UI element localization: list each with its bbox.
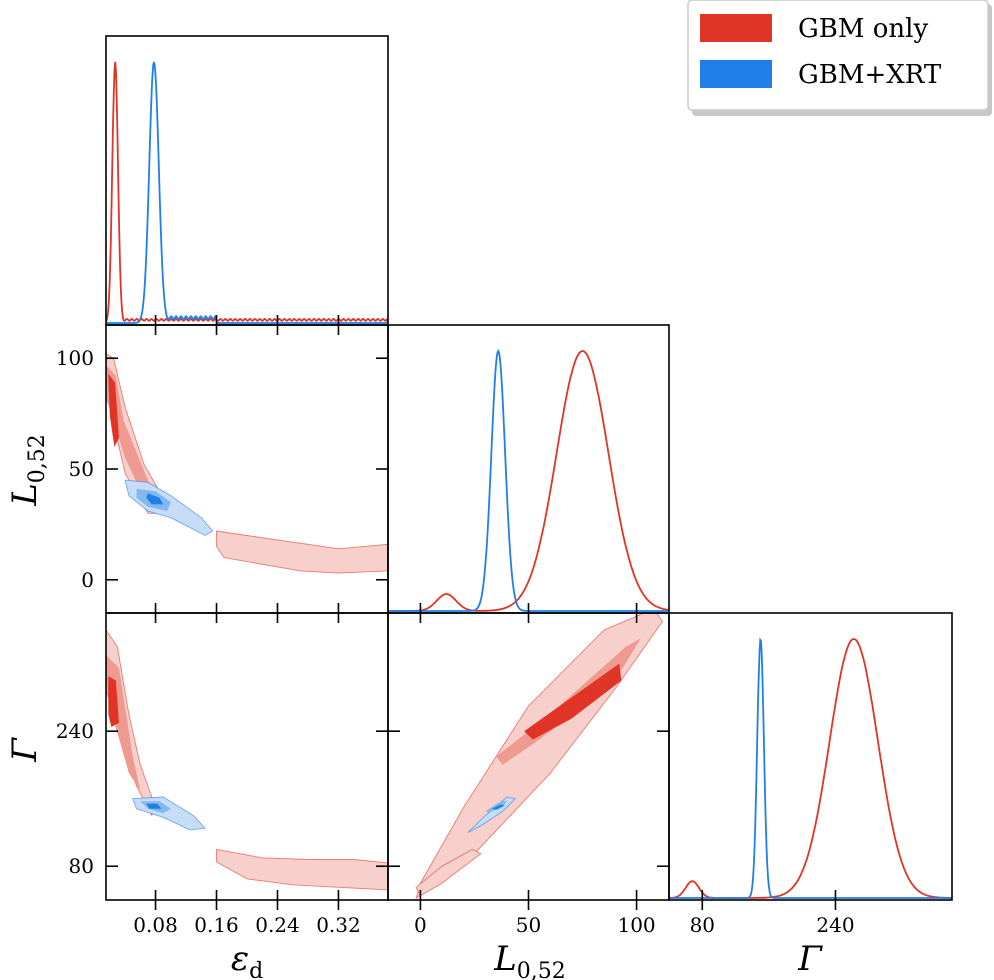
marginal-eps — [106, 61, 388, 324]
contour-panel-G-vs-eps — [106, 629, 388, 891]
contour-gbm-xrt-level3-0 — [146, 803, 162, 809]
marginal-eps-gbm-xrt — [106, 61, 388, 324]
contour-gbm-only-level3-0 — [524, 663, 622, 740]
xtick-label-L-1: 50 — [516, 913, 541, 937]
ytick-label-G-1: 240 — [56, 719, 94, 743]
contour-gbm-xrt-level2-0 — [485, 800, 507, 813]
legend-label-0: GBM only — [798, 14, 928, 44]
ylabel-G: Γ — [5, 737, 45, 763]
legend: GBM only GBM+XRT — [687, 0, 992, 116]
contour-gbm-xrt-level3-0 — [491, 804, 505, 810]
xtick-label-eps-2: 0.24 — [255, 913, 300, 937]
xlabel-eps: εd — [231, 939, 263, 980]
contour-gbm-xrt-level1-0 — [124, 479, 214, 536]
xlabel-G: Γ — [797, 939, 823, 979]
legend-swatch-0 — [700, 14, 772, 42]
contour-gbm-only-level3-0 — [108, 676, 119, 727]
contour-gbm-only-level3-0 — [108, 373, 119, 447]
ytick-label-L-1: 50 — [69, 457, 94, 481]
marginal-G-gbm-xrt — [669, 637, 952, 899]
contour-gbm-only-level1-1 — [216, 848, 388, 891]
ytick-label-G-0: 80 — [69, 854, 94, 878]
axis-labels: 0.08 0.16 0.24 0.32 0 50 100 80 240 0 50 100 80 240 εd… — [5, 346, 855, 980]
ytick-label-L-0: 0 — [81, 568, 94, 592]
legend-label-1: GBM+XRT — [798, 60, 942, 90]
marginal-eps-gbm-only — [106, 61, 388, 324]
ytick-label-L-2: 100 — [56, 346, 94, 370]
xtick-label-eps-3: 0.32 — [316, 913, 361, 937]
marginal-L-gbm-only — [388, 350, 669, 612]
marginal-L-gbm-xrt — [388, 349, 669, 612]
xtick-label-G-0: 80 — [690, 913, 715, 937]
xtick-label-G-1: 240 — [816, 913, 854, 937]
ylabel-L: L0,52 — [5, 434, 50, 507]
contour-gbm-only-level1-1 — [415, 848, 482, 897]
xtick-label-L-0: 0 — [414, 913, 427, 937]
xtick-label-eps-1: 0.16 — [194, 913, 239, 937]
legend-swatch-1 — [700, 60, 772, 88]
contour-gbm-xrt-level3-0 — [146, 493, 164, 505]
xtick-label-eps-0: 0.08 — [133, 913, 178, 937]
panels — [105, 35, 953, 910]
frame-1-1 — [387, 324, 670, 614]
contour-panel-L-vs-eps — [106, 353, 388, 574]
marginal-G — [669, 637, 952, 899]
xlabel-L: L0,52 — [493, 939, 566, 980]
contour-gbm-only-level1-1 — [216, 530, 388, 574]
xtick-label-L-2: 100 — [617, 913, 655, 937]
marginal-G-gbm-only — [669, 638, 952, 899]
frame-2-2 — [668, 612, 953, 901]
contour-panel-G-vs-L — [415, 613, 663, 899]
contour-gbm-only-level2-0 — [106, 364, 156, 507]
marginal-L — [388, 349, 669, 612]
